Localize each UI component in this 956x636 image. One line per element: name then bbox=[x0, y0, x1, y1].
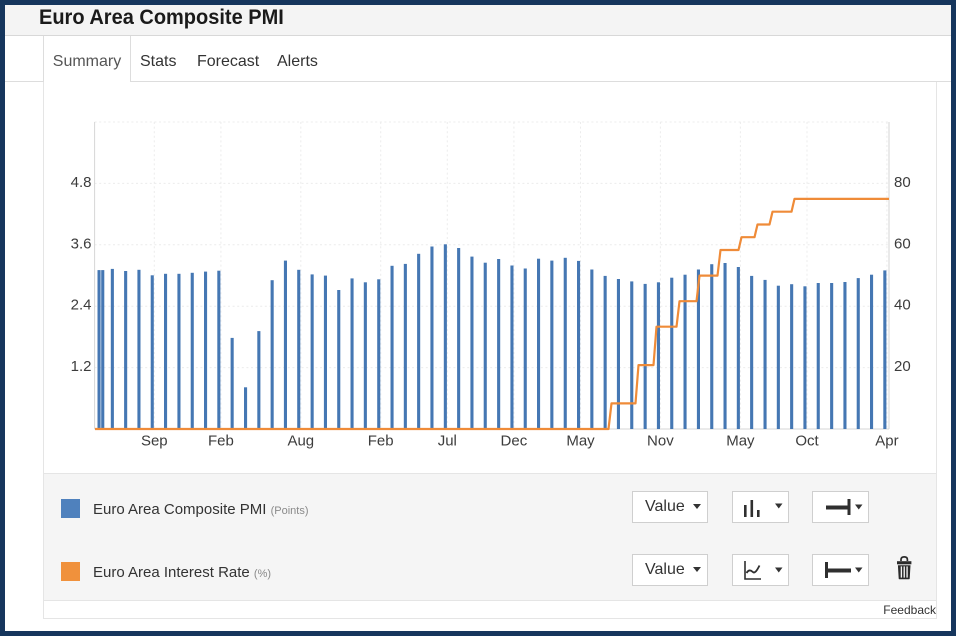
svg-text:Feb: Feb bbox=[208, 433, 234, 450]
svg-text:40: 40 bbox=[894, 297, 911, 314]
svg-text:Jul: Jul bbox=[438, 433, 457, 450]
svg-text:Aug: Aug bbox=[287, 433, 314, 450]
svg-text:60: 60 bbox=[894, 235, 911, 252]
svg-text:20: 20 bbox=[894, 358, 911, 375]
svg-text:1.2: 1.2 bbox=[71, 358, 92, 375]
svg-text:May: May bbox=[566, 433, 595, 450]
svg-text:4.8: 4.8 bbox=[71, 174, 92, 191]
svg-text:Dec: Dec bbox=[501, 433, 528, 450]
svg-text:Sep: Sep bbox=[141, 433, 168, 450]
svg-text:80: 80 bbox=[894, 174, 911, 191]
svg-text:May: May bbox=[726, 433, 755, 450]
svg-text:Feb: Feb bbox=[368, 433, 394, 450]
svg-text:Nov: Nov bbox=[647, 433, 674, 450]
svg-text:Oct: Oct bbox=[795, 433, 819, 450]
svg-text:Apr: Apr bbox=[875, 433, 898, 450]
svg-text:2.4: 2.4 bbox=[71, 297, 92, 314]
svg-text:3.6: 3.6 bbox=[71, 235, 92, 252]
